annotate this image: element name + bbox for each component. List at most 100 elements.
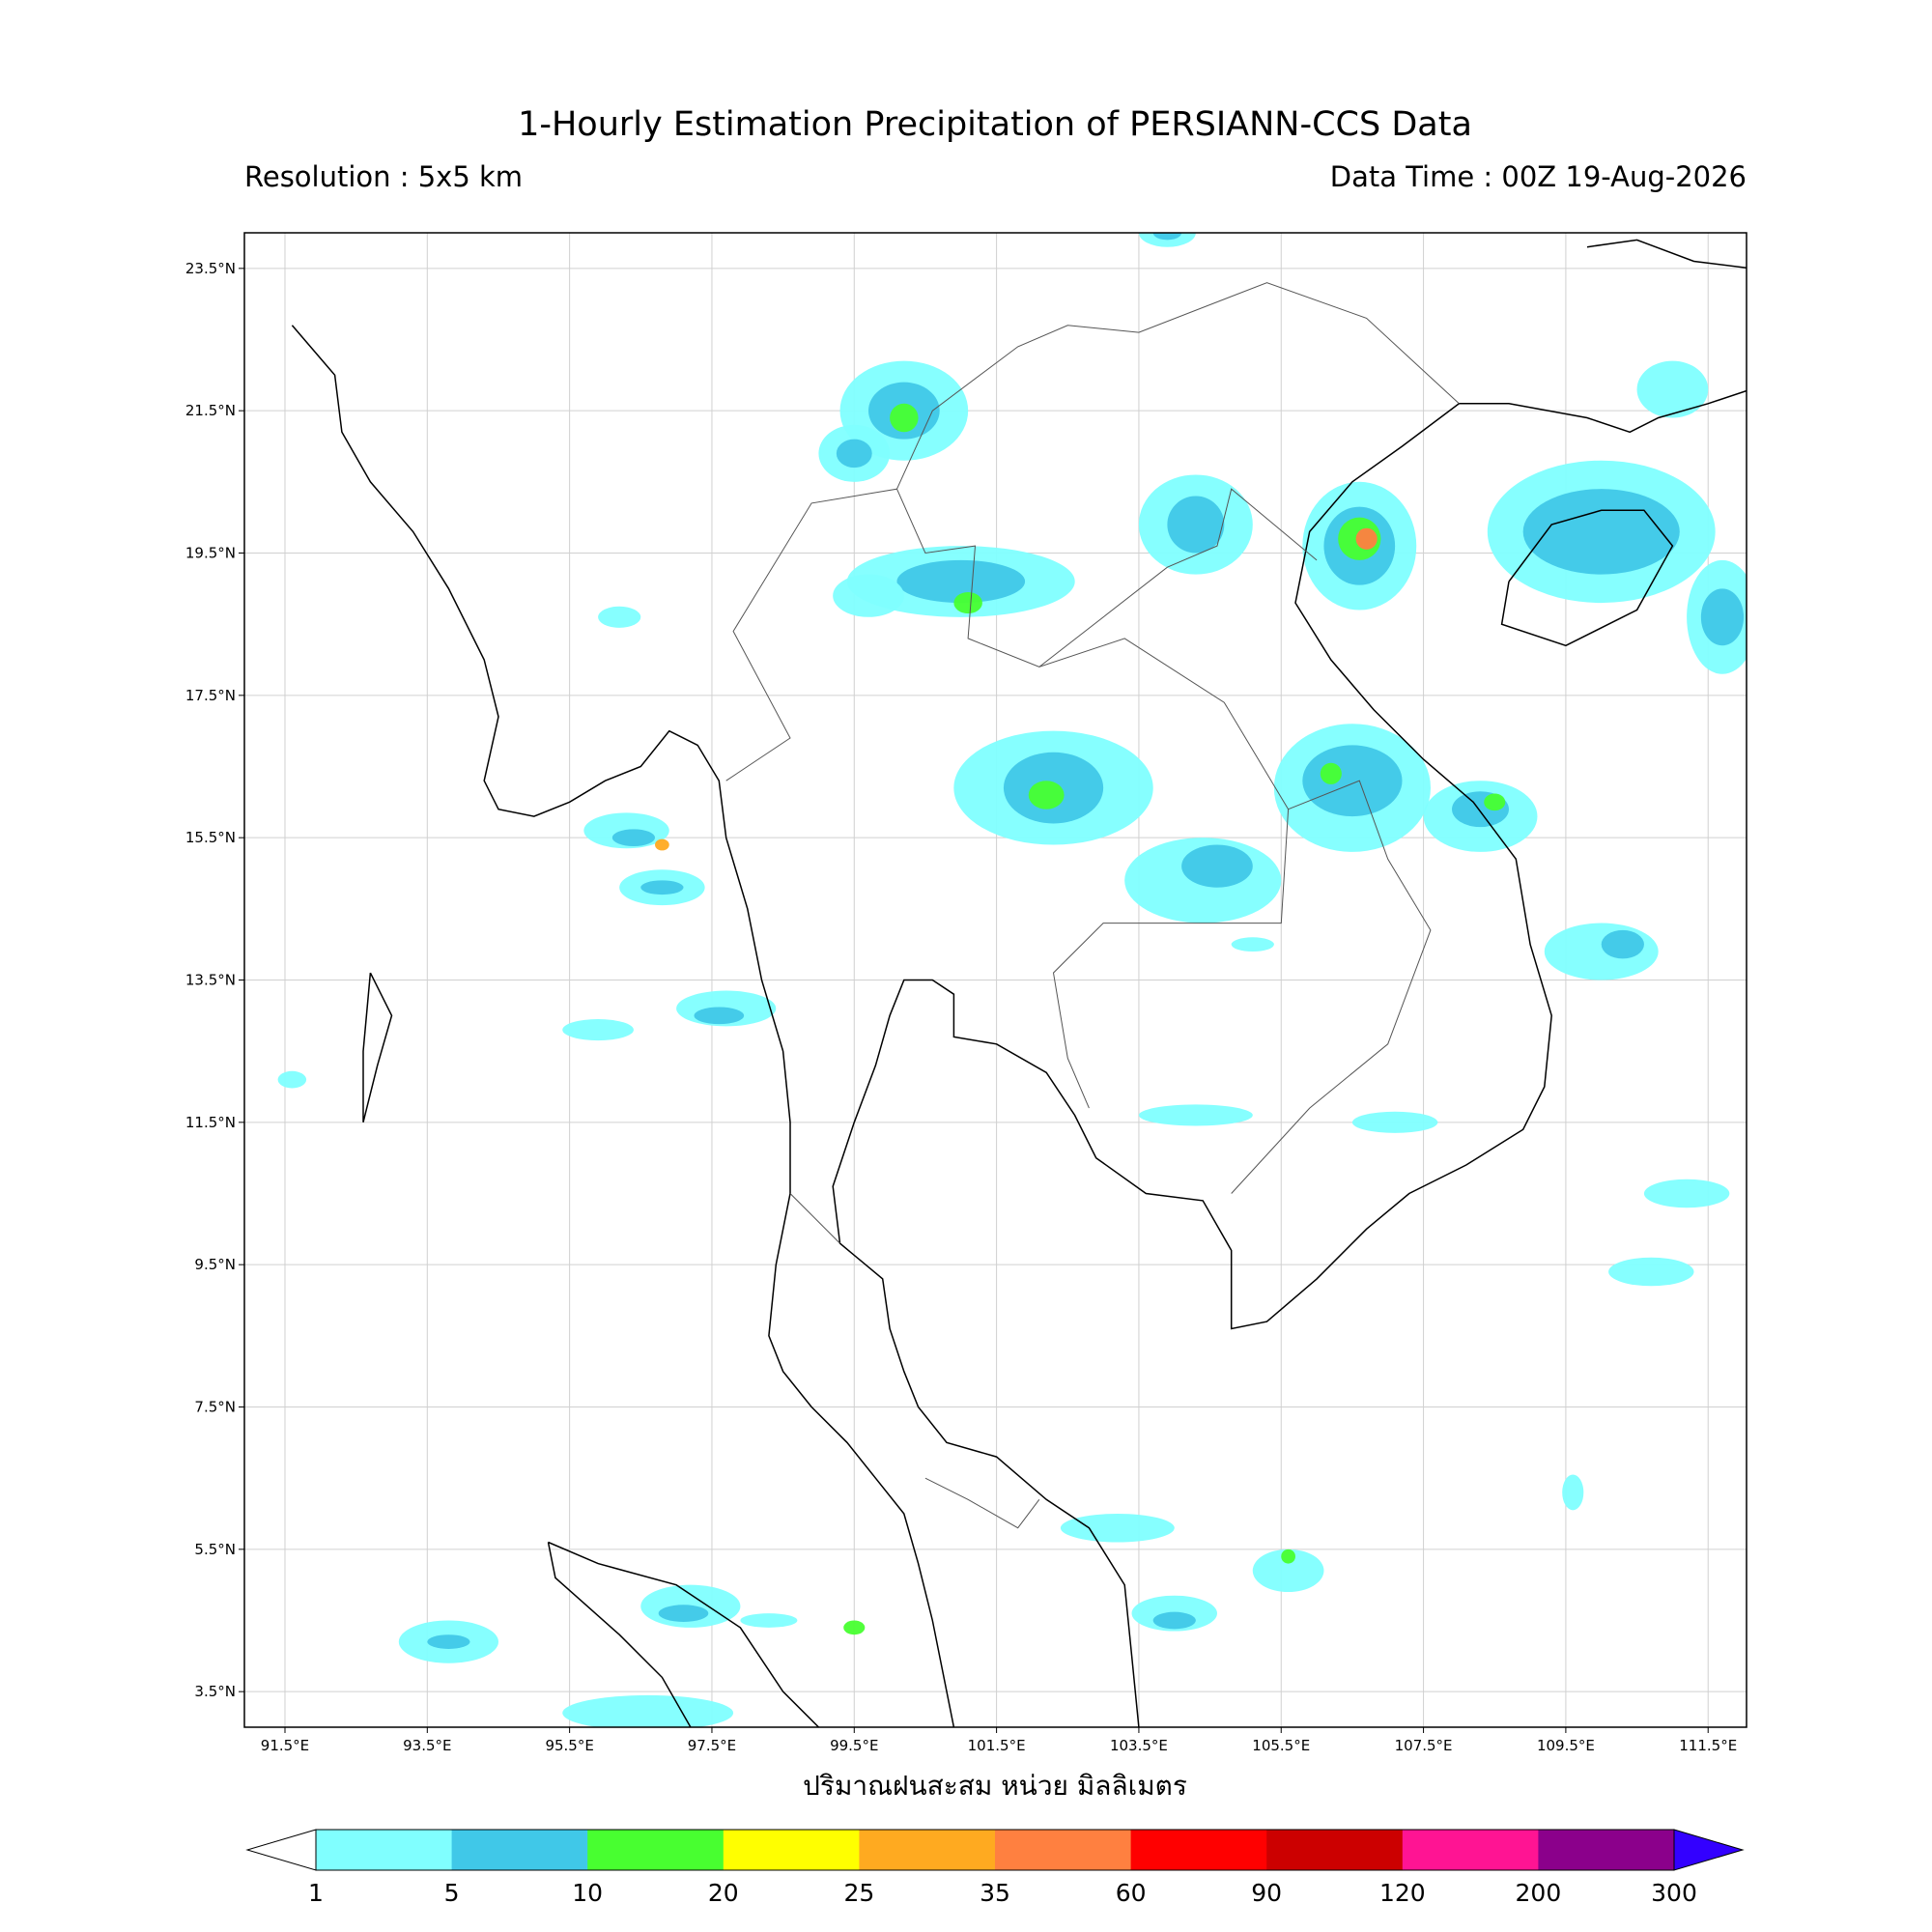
rain-cell — [1231, 937, 1274, 952]
rain-cell — [896, 559, 1026, 604]
rain-cell — [843, 1620, 866, 1635]
rain-cell — [1152, 1611, 1196, 1630]
x-tick-label: 107.5°E — [1395, 1737, 1453, 1754]
coastline — [832, 389, 1747, 1727]
coastlines — [291, 239, 1747, 1727]
colorbar: 1 5 10 20 25 35 60 90 120 200 300 — [245, 1829, 1745, 1907]
coastline — [1586, 239, 1747, 270]
colorbar-segment — [1266, 1830, 1404, 1870]
rain-cell — [277, 1070, 307, 1089]
rain-cell — [1302, 745, 1403, 817]
x-tick-label: 97.5°E — [688, 1737, 736, 1754]
rain-cell — [1608, 1257, 1694, 1287]
rain-cell — [655, 838, 669, 851]
rain-cell — [1252, 1548, 1324, 1593]
colorbar-label: 200 — [1516, 1879, 1562, 1907]
y-tick-label: 19.5°N — [185, 545, 236, 562]
y-tick-label: 5.5°N — [194, 1541, 236, 1558]
rain-cell — [740, 1613, 798, 1628]
border — [1231, 780, 1432, 1194]
rain-cell — [1152, 233, 1182, 241]
y-tick-label: 3.5°N — [194, 1683, 236, 1700]
y-tick-label: 17.5°N — [185, 687, 236, 704]
rain-cell — [1028, 781, 1065, 810]
rain-cell — [890, 403, 919, 433]
colorbar-label: 5 — [444, 1879, 460, 1907]
rain-cell — [562, 1694, 734, 1727]
colorbar-segment — [587, 1830, 724, 1870]
grid — [244, 233, 1747, 1727]
colorbar-segment — [1538, 1830, 1675, 1870]
x-tick-label: 111.5°E — [1679, 1737, 1737, 1754]
border — [924, 1477, 1040, 1529]
rain-cell — [1167, 496, 1225, 554]
colorbar-segment — [995, 1830, 1132, 1870]
colorbar-label: 90 — [1251, 1879, 1282, 1907]
rain-cell — [1643, 1179, 1730, 1208]
coastline — [548, 1541, 820, 1727]
map-title: 1-Hourly Estimation Precipitation of PER… — [518, 105, 1472, 144]
rain-cell — [1544, 923, 1659, 980]
x-tick-label: 95.5°E — [545, 1737, 593, 1754]
coastline — [1500, 509, 1674, 647]
y-tick-label: 15.5°N — [185, 829, 236, 846]
rain-cell — [1562, 1474, 1584, 1511]
rain-cell — [1601, 929, 1644, 959]
rain-cell — [1138, 1104, 1253, 1126]
rain-cell — [1320, 762, 1342, 784]
border — [1038, 488, 1318, 668]
x-tick-label: 91.5°E — [261, 1737, 309, 1754]
rain-cell — [1484, 793, 1506, 811]
y-tick-label: 23.5°N — [185, 260, 236, 277]
axes: 91.5°E 93.5°E 95.5°E 97.5°E 99.5°E 101.5°E 103… — [185, 260, 1737, 1754]
colorbar-label: 300 — [1651, 1879, 1697, 1907]
rain-cell — [427, 1634, 470, 1649]
x-tick-label: 93.5°E — [403, 1737, 451, 1754]
colorbar-segment — [1130, 1830, 1267, 1870]
rain-cell — [1636, 360, 1709, 418]
x-tick-label: 101.5°E — [968, 1737, 1026, 1754]
colorbar-segment — [1402, 1830, 1539, 1870]
y-tick-label: 13.5°N — [185, 972, 236, 989]
y-tick-label: 11.5°N — [185, 1114, 236, 1131]
colorbar-segment — [859, 1830, 996, 1870]
colorbar-label: 10 — [572, 1879, 603, 1907]
rain-cell — [611, 829, 656, 847]
rain-cell — [1281, 1548, 1295, 1564]
y-tick-label: 9.5°N — [194, 1256, 236, 1273]
y-tick-label: 21.5°N — [185, 402, 236, 419]
rain-cell — [694, 1007, 745, 1025]
rain-cell — [1355, 527, 1378, 550]
coastline — [547, 1542, 692, 1727]
rain-cell — [640, 880, 684, 895]
colorbar-label: 60 — [1116, 1879, 1147, 1907]
rain-cell — [1351, 1111, 1438, 1133]
colorbar-segment — [723, 1830, 860, 1870]
colorbar-frame — [315, 1829, 1675, 1871]
x-axis-label: ปริมาณฝนสะสม หน่วย มิลลิเมตร — [803, 1770, 1187, 1802]
x-tick-label: 105.5°E — [1252, 1737, 1310, 1754]
rain-cell — [562, 1019, 634, 1041]
rain-cell — [1060, 1513, 1175, 1543]
colorbar-segment — [316, 1830, 453, 1870]
rain-cell — [836, 439, 872, 469]
rain-cell — [598, 606, 641, 628]
colorbar-label: 1 — [308, 1879, 324, 1907]
border — [789, 1193, 840, 1244]
colorbar-label: 120 — [1379, 1879, 1426, 1907]
data-time: Data Time : 00Z 19-Aug-2026 — [1330, 160, 1747, 193]
x-tick-label: 109.5°E — [1537, 1737, 1595, 1754]
colorbar-segment — [451, 1830, 588, 1870]
colorbar-label: 20 — [708, 1879, 739, 1907]
border — [896, 282, 1460, 490]
coastline — [291, 325, 955, 1727]
rain-cell — [833, 574, 904, 617]
resolution: Resolution : 5x5 km — [244, 160, 523, 193]
rain-cell — [1181, 844, 1253, 888]
coastline — [362, 972, 393, 1122]
colorbar-label: 25 — [843, 1879, 874, 1907]
colorbar-over — [1673, 1829, 1745, 1871]
rain-cell — [658, 1605, 709, 1622]
